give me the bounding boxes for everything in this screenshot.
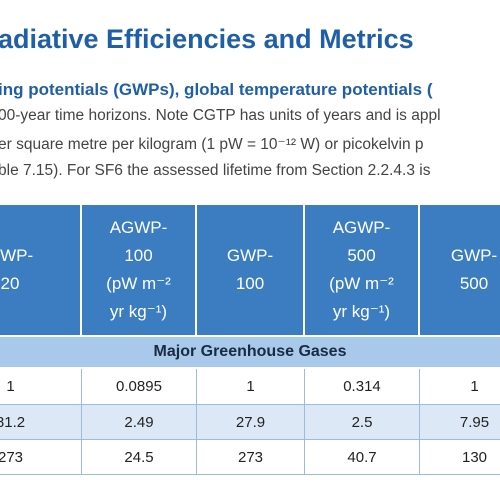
cell-text: 24.5: [124, 448, 154, 466]
data-cell: 2.49: [82, 405, 197, 440]
title: adiative Efficiencies and Metrics: [0, 24, 414, 54]
text-line: ble 7.15). For SF6 the assessed lifetime…: [0, 162, 431, 179]
subtitle: ing potentials (GWPs), global temperatur…: [0, 80, 433, 99]
cell-text: 273: [237, 448, 264, 466]
data-cell: 0.0895: [82, 369, 197, 405]
cell-text: 2.5: [351, 413, 373, 431]
data-cell: 0.314: [305, 369, 420, 405]
header-text: yr kg⁻¹): [109, 302, 168, 321]
data-cell: 27.9: [197, 405, 305, 440]
cell-text: 1: [470, 378, 479, 395]
cell-text: 81.2: [0, 413, 26, 431]
data-cell: 130: [420, 440, 500, 475]
cell-text: 27.9: [235, 413, 266, 431]
data-cell: 40.7: [305, 440, 420, 475]
header-cell: AGWP- 100 (pW m⁻² yr kg⁻¹): [82, 205, 197, 335]
header-text: 500: [347, 246, 376, 265]
header-text: GWP-: [0, 246, 34, 265]
cell-text: 7.95: [459, 413, 490, 431]
header-cell: GWP- 20: [0, 205, 82, 335]
header-text: 100: [235, 274, 265, 293]
cell-text: 1: [6, 378, 15, 395]
cell-text: 1: [246, 378, 255, 395]
text-line: er square metre per kilogram (1 pW = 10⁻…: [0, 136, 424, 153]
header-cell: GWP- 500: [420, 205, 500, 335]
header-cell: AGWP- 500 (pW m⁻² yr kg⁻¹): [305, 205, 420, 335]
text-line: 00-year time horizons. Note CGTP has uni…: [0, 107, 441, 124]
header-text: AGWP-: [109, 218, 168, 237]
cell-text: 0.0895: [116, 378, 162, 395]
data-cell: 273: [0, 440, 82, 475]
data-cell: 273: [197, 440, 305, 475]
header-text: 100: [124, 246, 153, 265]
header-text: GWP-: [450, 246, 498, 265]
data-cell: 1: [197, 369, 305, 405]
section-label: Major Greenhouse Gases: [153, 343, 347, 360]
header-text: (pW m⁻²: [106, 274, 171, 293]
cell-text: 40.7: [347, 448, 377, 466]
cell-text: 130: [461, 448, 488, 466]
cell-text: 273: [0, 448, 24, 466]
data-cell: 7.95: [420, 405, 500, 440]
header-text: GWP-: [226, 246, 274, 265]
section-row: Major Greenhouse Gases: [0, 337, 500, 367]
header-text: 500: [459, 274, 489, 293]
data-cell: 1: [0, 369, 82, 405]
header-text: (pW m⁻²: [329, 274, 394, 293]
header-text: yr kg⁻¹): [332, 302, 391, 321]
cell-text: 0.314: [343, 378, 381, 395]
header-text: 20: [0, 274, 20, 293]
data-cell: 81.2: [0, 405, 82, 440]
cell-text: 2.49: [124, 413, 154, 431]
data-cell: 24.5: [82, 440, 197, 475]
data-cell: 2.5: [305, 405, 420, 440]
data-cell: 1: [420, 369, 500, 405]
header-cell: GWP- 100: [197, 205, 305, 335]
header-text: AGWP-: [332, 218, 391, 237]
